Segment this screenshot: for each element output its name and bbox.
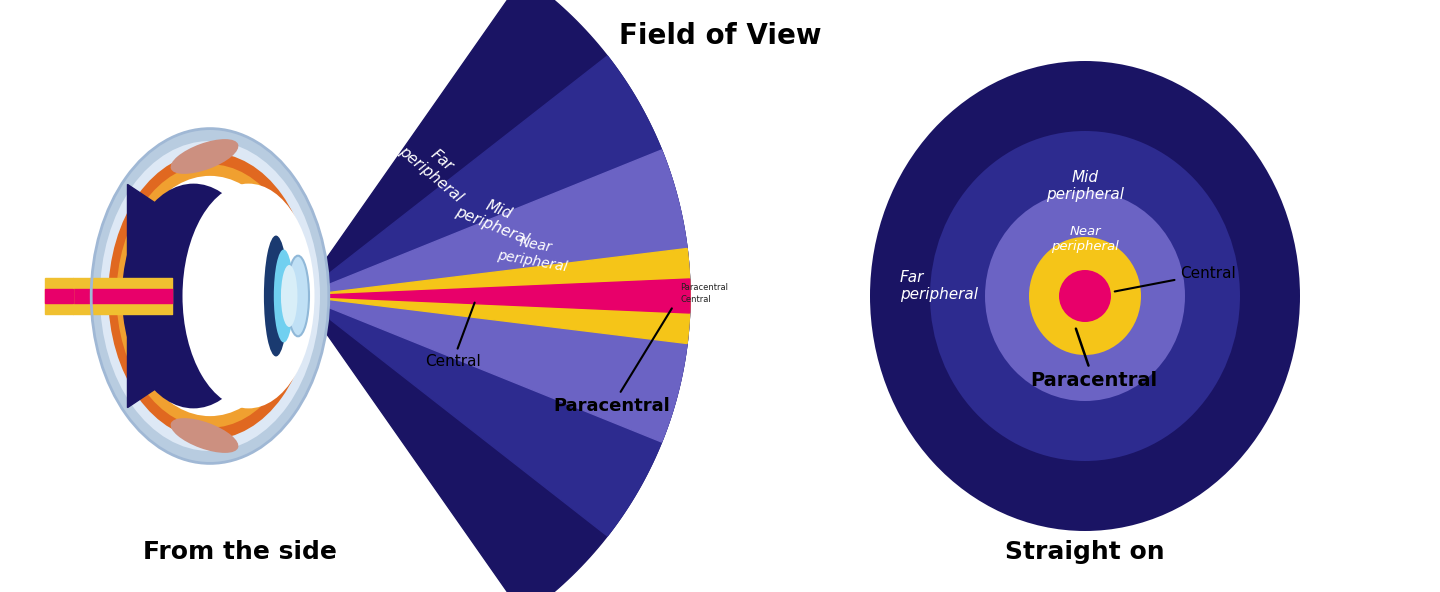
Ellipse shape <box>1030 237 1140 355</box>
Ellipse shape <box>264 236 288 356</box>
Ellipse shape <box>117 164 304 428</box>
Text: Paracentral: Paracentral <box>680 282 729 291</box>
Text: Central: Central <box>425 303 481 369</box>
Ellipse shape <box>183 184 314 408</box>
Polygon shape <box>45 278 72 314</box>
Text: Straight on: Straight on <box>1005 540 1165 564</box>
Ellipse shape <box>122 184 265 408</box>
Polygon shape <box>128 184 276 408</box>
Ellipse shape <box>91 128 328 464</box>
Ellipse shape <box>281 265 298 327</box>
Text: Mid
peripheral: Mid peripheral <box>452 188 537 247</box>
Ellipse shape <box>99 141 320 451</box>
Ellipse shape <box>170 418 239 453</box>
Polygon shape <box>300 150 690 442</box>
Polygon shape <box>300 0 690 592</box>
Text: Far
peripheral: Far peripheral <box>396 130 477 205</box>
Ellipse shape <box>125 176 295 416</box>
Ellipse shape <box>985 191 1185 401</box>
Polygon shape <box>300 279 690 313</box>
Text: Field of View: Field of View <box>619 22 821 50</box>
Text: Mid
peripheral: Mid peripheral <box>1045 170 1125 202</box>
Ellipse shape <box>287 256 310 336</box>
Text: Paracentral: Paracentral <box>553 308 672 415</box>
Text: Near
peripheral: Near peripheral <box>497 232 572 274</box>
Text: Central: Central <box>1115 266 1236 291</box>
Text: From the side: From the side <box>143 540 337 564</box>
Text: Near
peripheral: Near peripheral <box>1051 225 1119 253</box>
Ellipse shape <box>108 153 311 439</box>
Ellipse shape <box>274 249 294 343</box>
Polygon shape <box>300 56 690 536</box>
Polygon shape <box>45 288 72 304</box>
Ellipse shape <box>870 61 1300 531</box>
Ellipse shape <box>930 131 1240 461</box>
Ellipse shape <box>170 139 239 174</box>
Polygon shape <box>300 249 690 343</box>
Text: Paracentral: Paracentral <box>1030 329 1158 390</box>
Text: Far
peripheral: Far peripheral <box>900 270 978 302</box>
Ellipse shape <box>1058 270 1112 322</box>
Text: Central: Central <box>680 295 711 304</box>
